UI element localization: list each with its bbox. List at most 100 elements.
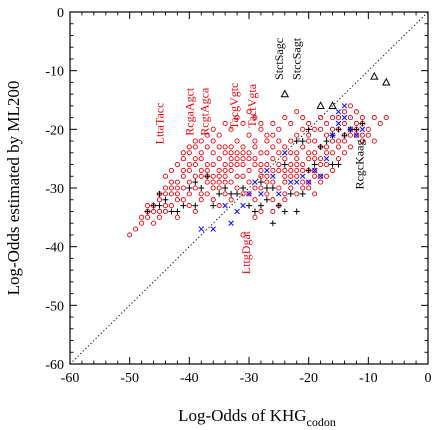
point-circle-0-96 [288, 150, 294, 156]
point-plus-1-18 [263, 196, 270, 203]
point-circle-0-80 [192, 144, 198, 150]
y-axis-label: Log-Odds estimated by ML200 [4, 81, 23, 296]
point-circle-0-27 [270, 120, 276, 127]
point-circle-0-32 [300, 115, 306, 121]
point-x-2-12 [293, 179, 300, 185]
point-circle-0-168 [216, 179, 222, 185]
point-circle-0-150 [335, 138, 342, 144]
point-plus-1-25 [305, 167, 312, 174]
point-circle-0-179 [282, 197, 288, 203]
point-circle-0-69 [300, 161, 306, 168]
point-circle-0-103 [216, 203, 222, 209]
axes-frame [69, 11, 429, 365]
y-tick-label: 0 [57, 6, 64, 21]
point-circle-0-206 [198, 197, 204, 203]
point-circle-0-247 [359, 115, 365, 121]
point-circle-0-131 [222, 161, 228, 168]
point-circle-0-171 [234, 150, 240, 156]
point-circle-0-246 [353, 120, 359, 127]
point-circle-0-59 [240, 161, 246, 168]
point-circle-0-214 [162, 208, 169, 215]
point-circle-0-193 [306, 138, 312, 144]
point-circle-0-244 [341, 138, 348, 144]
point-circle-0-47 [168, 203, 174, 209]
point-circle-0-227 [240, 156, 246, 162]
point-x-2-25 [305, 179, 312, 185]
point-circle-0-173 [246, 191, 252, 197]
point-circle-0-144 [300, 126, 306, 132]
point-circle-0-167 [210, 173, 216, 179]
point-plus-1-20 [275, 202, 282, 209]
point-circle-0-136 [252, 144, 258, 150]
point-circle-0-12 [180, 173, 186, 179]
point-circle-0-88 [240, 120, 246, 127]
x-axis-label-subscript: codon [307, 415, 336, 429]
x-tick-label: -20 [299, 371, 318, 386]
point-circle-0-115 [288, 161, 294, 168]
point-circle-0-117 [300, 185, 306, 191]
point-circle-0-221 [204, 144, 210, 150]
point-plus-1-27 [317, 143, 324, 150]
x-tick-label: -40 [180, 371, 199, 386]
point-circle-0-40 [347, 115, 353, 121]
point-circle-0-129 [210, 161, 216, 168]
point-circle-0-181 [294, 191, 300, 197]
point-circle-0-30 [288, 120, 294, 127]
point-circle-0-196 [335, 115, 342, 121]
point-circle-0-62 [258, 161, 264, 168]
point-circle-0-48 [174, 214, 180, 220]
point-circle-0-153 [353, 132, 359, 138]
point-circle-0-200 [359, 132, 365, 138]
x-tick-label: -30 [240, 371, 259, 386]
annotation-label-8: RcgcKaag [352, 140, 366, 190]
point-circle-0-226 [234, 156, 240, 162]
point-circle-0-91 [258, 120, 264, 127]
point-circle-0-141 [282, 156, 288, 162]
point-circle-0-54 [210, 185, 216, 191]
point-circle-0-51 [192, 185, 198, 191]
annotation-label-7: LttgDgat [239, 230, 253, 274]
point-circle-0-36 [324, 150, 330, 156]
point-plus-1-4 [174, 208, 181, 215]
point-plus-1-14 [240, 185, 247, 191]
point-circle-0-127 [198, 173, 204, 179]
point-circle-0-176 [264, 191, 270, 197]
point-triangle-3-3 [370, 71, 379, 80]
point-circle-0-112 [270, 167, 276, 173]
point-plus-1-9 [204, 173, 211, 180]
point-circle-0-132 [228, 156, 234, 162]
point-circle-0-93 [270, 144, 276, 150]
point-circle-0-109 [252, 185, 258, 191]
point-circle-0-26 [264, 132, 270, 138]
point-circle-0-234 [282, 173, 288, 179]
point-circle-0-20 [228, 150, 234, 156]
point-circle-0-224 [222, 150, 228, 156]
point-plus-1-37 [257, 179, 264, 186]
point-plus-1-1 [150, 202, 157, 209]
point-circle-0-100 [312, 156, 318, 162]
point-circle-0-3 [145, 214, 151, 220]
point-circle-0-142 [288, 138, 294, 144]
point-circle-0-183 [306, 185, 312, 191]
point-plus-1-3 [162, 196, 169, 203]
point-circle-0-61 [252, 156, 258, 162]
point-circle-0-217 [180, 167, 186, 173]
point-x-2-13 [299, 173, 306, 180]
point-x-2-16 [323, 155, 330, 162]
point-circle-0-21 [234, 138, 240, 144]
point-circle-0-203 [174, 197, 180, 203]
point-circle-0-163 [186, 179, 192, 185]
annotation-label-0: LttaTacc [153, 103, 167, 145]
point-plus-1-19 [269, 220, 276, 227]
point-circle-0-13 [186, 167, 192, 173]
point-circle-0-126 [192, 138, 198, 144]
point-circle-0-23 [246, 132, 252, 138]
point-circle-0-143 [294, 132, 300, 138]
point-circle-0-180 [288, 185, 294, 191]
diagonal-reference-line [69, 11, 429, 365]
point-circle-0-138 [264, 138, 270, 144]
point-x-2-6 [258, 191, 264, 197]
point-x-2-7 [264, 167, 270, 174]
point-circle-0-189 [258, 208, 264, 215]
y-tick-label: -20 [45, 123, 64, 138]
